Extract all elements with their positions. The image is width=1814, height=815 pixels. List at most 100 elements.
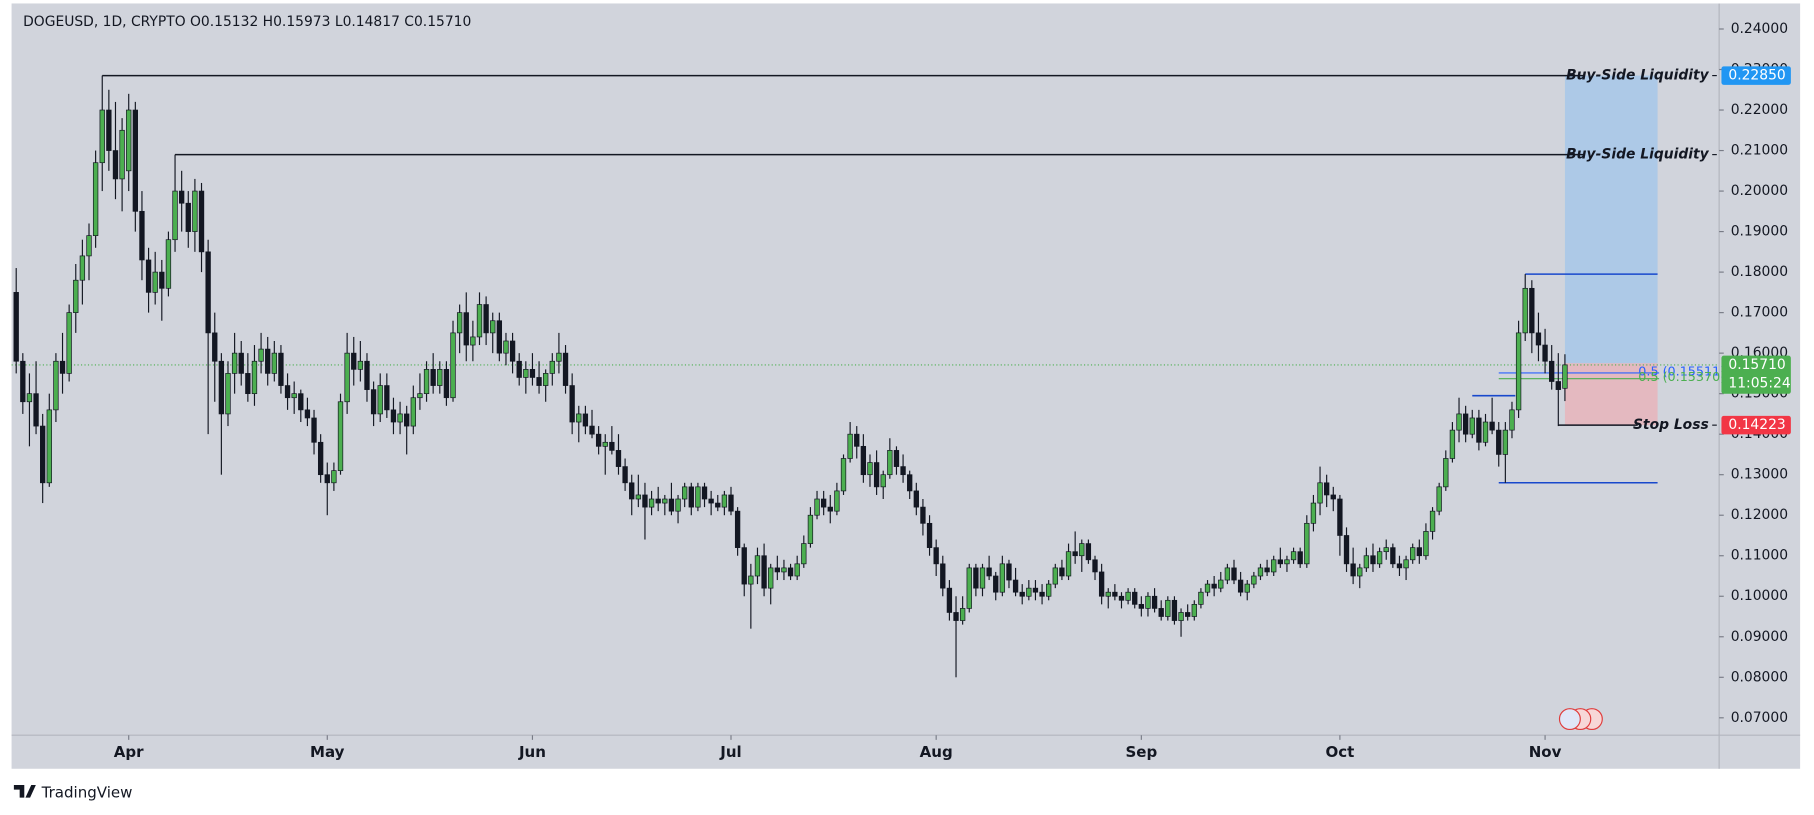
candle-body	[245, 373, 251, 395]
candle-body	[854, 433, 860, 447]
candle-body	[430, 369, 436, 386]
candle-body	[238, 352, 244, 374]
candle-body	[503, 340, 509, 354]
candle-body	[1403, 559, 1409, 569]
x-tick-label: Apr	[114, 743, 144, 761]
candle-body	[126, 109, 132, 172]
candle-body	[198, 190, 205, 253]
candle-body	[377, 385, 383, 415]
candle-body	[1079, 543, 1085, 557]
level-label: Buy-Side Liquidity	[1566, 68, 1710, 84]
candle-body	[602, 441, 608, 447]
candle-body	[1376, 551, 1383, 565]
candle-body	[251, 360, 258, 395]
fib-label: 0.5 (0.15370)	[1638, 369, 1725, 384]
candle-body	[278, 352, 284, 386]
candle-body	[1436, 486, 1442, 512]
candle-body	[231, 352, 238, 374]
candle-body	[999, 563, 1006, 593]
candle-body	[582, 413, 589, 427]
candle-body	[1171, 599, 1178, 621]
candle-body	[873, 462, 880, 488]
candle-body	[622, 466, 628, 484]
candle-body	[933, 547, 939, 565]
x-tick-label: Sep	[1125, 743, 1157, 761]
candle-body	[417, 393, 423, 399]
candle-body	[1410, 547, 1416, 561]
candle-body	[73, 279, 79, 313]
candle-body	[1112, 591, 1118, 597]
candle-body	[986, 567, 992, 577]
candle-body	[185, 202, 191, 232]
candle-body	[615, 450, 622, 467]
candle-body	[708, 498, 714, 504]
candle-body	[357, 360, 364, 370]
candle-body	[92, 162, 99, 236]
candle-body	[390, 409, 397, 423]
candle-body	[443, 369, 450, 399]
y-tick-label: 0.17000	[1731, 305, 1788, 321]
candle-body	[781, 567, 787, 573]
candle-body	[523, 369, 529, 378]
candle-body	[33, 393, 39, 427]
candle-body	[993, 575, 999, 593]
candle-body	[53, 360, 59, 411]
candle-body	[1350, 563, 1356, 577]
candle-body	[145, 259, 152, 293]
candle-body	[1323, 482, 1330, 496]
candle-body	[1383, 547, 1389, 553]
profit-zone	[1564, 75, 1658, 364]
y-tick-label: 0.22000	[1731, 102, 1788, 118]
candle-body	[311, 417, 317, 443]
x-tick-label: Jul	[719, 743, 741, 761]
candle-body	[655, 498, 661, 504]
candle-body	[304, 409, 311, 419]
y-tick-label: 0.21000	[1731, 143, 1788, 159]
price-tag-label: 0.14223	[1728, 417, 1785, 433]
candle-body	[1462, 413, 1469, 435]
y-tick-label: 0.20000	[1731, 183, 1788, 199]
candle-body	[973, 567, 979, 589]
candle-body	[66, 312, 72, 374]
candle-body	[106, 109, 112, 151]
candle-body	[728, 494, 734, 512]
candle-body	[820, 498, 827, 508]
y-tick-label: 0.19000	[1731, 224, 1788, 240]
candle-body	[734, 510, 741, 548]
candle-body	[814, 498, 820, 516]
candle-body	[662, 498, 668, 504]
candle-body	[397, 413, 403, 423]
candle-body	[642, 494, 648, 508]
level-label: Stop Loss	[1633, 417, 1709, 433]
candle-body	[701, 486, 708, 500]
candle-body	[920, 506, 926, 524]
candle-body	[1390, 547, 1396, 565]
candle-body	[1370, 555, 1376, 565]
candle-body	[880, 474, 886, 488]
candle-body	[682, 486, 688, 500]
candle-body	[715, 502, 721, 508]
candle-body	[695, 486, 701, 508]
candle-body	[476, 304, 483, 338]
candle-body	[979, 567, 986, 589]
candle-body	[1363, 555, 1370, 569]
candle-body	[112, 150, 119, 180]
event-icon[interactable]	[1558, 708, 1581, 731]
event-icons	[1558, 708, 1603, 731]
candle-body	[1211, 583, 1217, 589]
y-tick-label: 0.11000	[1731, 548, 1788, 564]
candle-body	[1046, 583, 1052, 597]
candle-body	[40, 425, 46, 484]
candle-body	[1251, 575, 1257, 585]
candle-body	[298, 393, 304, 411]
candle-body	[1125, 591, 1131, 601]
candle-body	[1416, 547, 1422, 557]
candle-body	[119, 129, 125, 180]
candle-body	[1145, 595, 1151, 609]
candle-body	[543, 373, 549, 386]
candle-body	[576, 413, 582, 423]
candle-body	[1065, 551, 1072, 577]
y-tick-label: 0.13000	[1731, 467, 1788, 483]
candle-body	[1297, 551, 1303, 565]
